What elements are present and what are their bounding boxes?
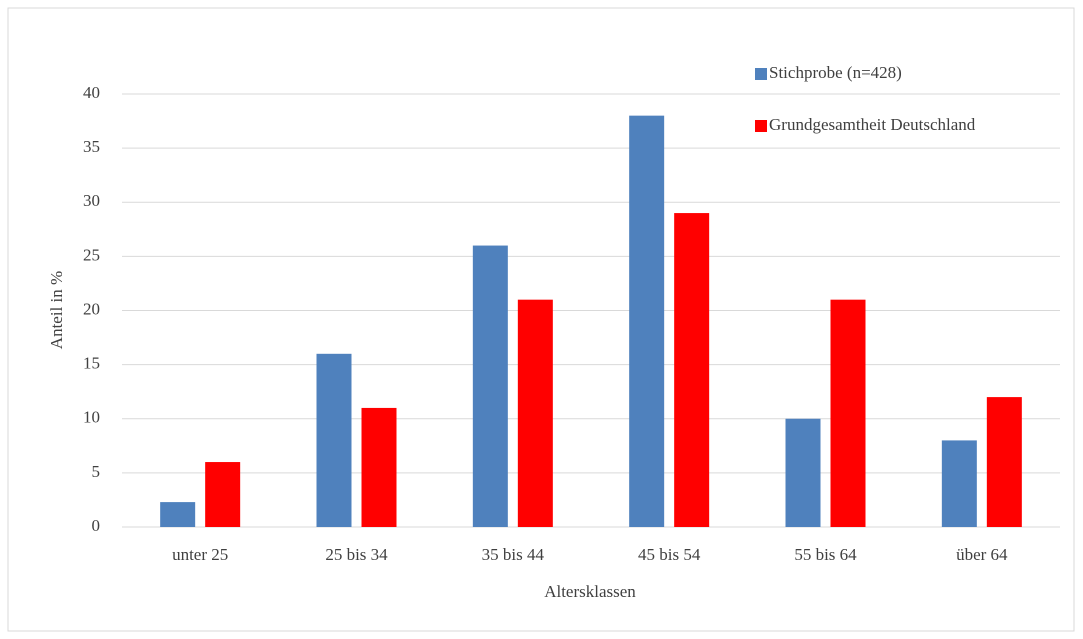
bar bbox=[785, 418, 821, 527]
y-tick-label: 0 bbox=[92, 516, 101, 535]
x-tick-label: 35 bis 44 bbox=[482, 545, 545, 564]
legend-label: Grundgesamtheit Deutschland bbox=[769, 115, 976, 134]
bar bbox=[629, 115, 665, 528]
x-tick-label: 55 bis 64 bbox=[794, 545, 857, 564]
legend-swatch bbox=[755, 120, 767, 132]
bar bbox=[160, 502, 196, 527]
y-tick-label: 30 bbox=[83, 191, 100, 210]
x-axis-label: Altersklassen bbox=[544, 582, 636, 601]
y-tick-label: 5 bbox=[92, 462, 101, 481]
bar bbox=[941, 440, 977, 527]
y-axis-label: Anteil in % bbox=[47, 271, 66, 349]
bar bbox=[472, 245, 508, 528]
legend-swatch bbox=[755, 68, 767, 80]
y-tick-label: 15 bbox=[83, 354, 100, 373]
y-tick-label: 40 bbox=[83, 83, 100, 102]
bar bbox=[517, 299, 553, 527]
bar bbox=[986, 397, 1022, 527]
legend-label: Stichprobe (n=428) bbox=[769, 63, 902, 82]
bar bbox=[316, 353, 352, 527]
bar bbox=[674, 213, 710, 527]
x-tick-label: unter 25 bbox=[172, 545, 228, 564]
y-tick-label: 35 bbox=[83, 137, 100, 156]
x-tick-label: 25 bis 34 bbox=[325, 545, 388, 564]
y-tick-label: 20 bbox=[83, 299, 100, 318]
bar bbox=[361, 407, 397, 527]
y-tick-label: 25 bbox=[83, 245, 100, 264]
x-tick-label: über 64 bbox=[956, 545, 1008, 564]
x-tick-label: 45 bis 54 bbox=[638, 545, 701, 564]
bar bbox=[830, 299, 866, 527]
bar bbox=[205, 462, 241, 527]
y-tick-label: 10 bbox=[83, 408, 100, 427]
